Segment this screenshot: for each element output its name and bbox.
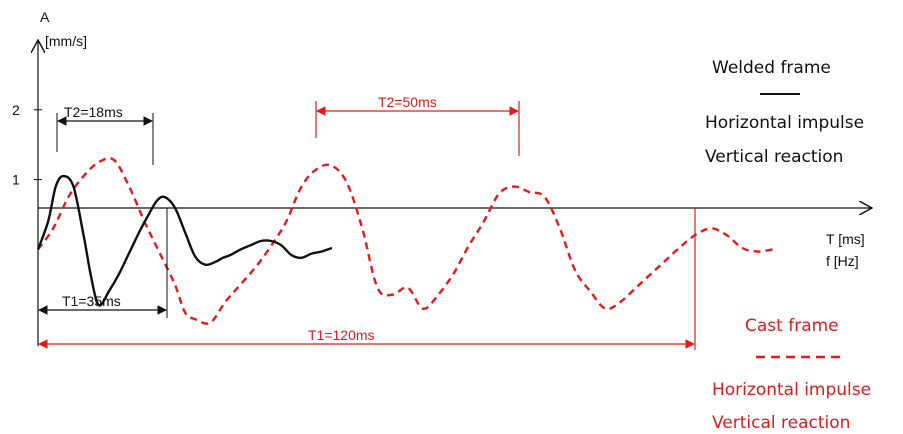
x-axis-label-line1: T [ms] <box>826 231 865 247</box>
legend-welded-line2: Vertical reaction <box>705 147 843 167</box>
legend-welded-line1: Horizontal impulse <box>705 113 864 133</box>
y-tick-label-1: 1 <box>12 172 20 188</box>
series-welded-line <box>36 174 333 307</box>
y-tick-label-2: 2 <box>12 102 20 118</box>
series-cast-line <box>37 157 773 325</box>
legend-cast-line1: Horizontal impulse <box>712 380 871 400</box>
x-axis-label-line2: f [Hz] <box>826 253 859 269</box>
y-axis-label-line2: [mm/s] <box>45 33 87 49</box>
legend-cast-title: Cast frame <box>745 316 839 336</box>
welded-t1-label: T1=35ms <box>62 293 121 309</box>
cast-t1-label: T1=120ms <box>308 327 375 343</box>
welded-t2-label: T2=18ms <box>64 104 123 120</box>
cast-t2-label: T2=50ms <box>378 94 437 110</box>
legend-cast-line2: Vertical reaction <box>712 413 850 433</box>
y-axis-label-line1: A <box>40 9 50 25</box>
legend-welded-title: Welded frame <box>712 58 831 78</box>
